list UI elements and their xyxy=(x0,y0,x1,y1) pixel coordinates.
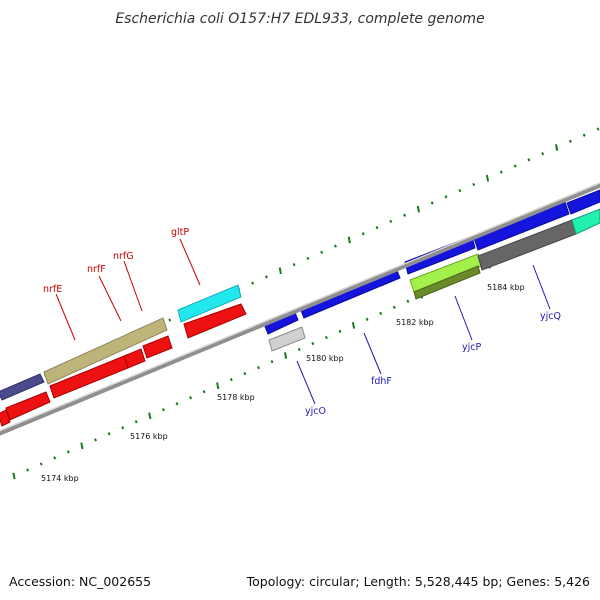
gene-arrow-red-left xyxy=(0,409,11,427)
inner-tick xyxy=(161,408,165,412)
accession-text: Accession: NC_002655 xyxy=(9,574,151,589)
outer-tick xyxy=(389,219,393,224)
inner-tick xyxy=(26,468,30,472)
gene-arrow-red-1 xyxy=(5,391,51,421)
outer-tick xyxy=(541,152,545,156)
gene-labels: nrfE nrfF nrfG gltP yjcO fdhF yjcP yjcQ xyxy=(43,227,561,417)
outer-tick xyxy=(168,318,172,322)
gene-bar-dark-olive xyxy=(413,265,481,300)
inner-tick xyxy=(39,462,43,466)
gene-label-yjcO: yjcO xyxy=(305,406,326,417)
outer-tick xyxy=(251,281,255,285)
outer-tick xyxy=(485,174,490,182)
gene-label-nrfE: nrfE xyxy=(43,284,62,295)
inner-tick xyxy=(229,377,233,382)
inner-tick xyxy=(53,456,57,460)
inner-tick xyxy=(80,442,84,450)
gene-bar-light-grey xyxy=(268,326,306,352)
gene-label-yjcQ: yjcQ xyxy=(540,311,561,322)
inner-tick xyxy=(406,299,410,303)
gene-arrow-red-4 xyxy=(142,335,173,359)
inner-tick xyxy=(297,347,301,352)
scale-label-5180: 5180 kbp xyxy=(306,354,344,363)
inner-tick xyxy=(257,365,260,370)
inner-tick xyxy=(175,402,179,406)
gene-bar-nrf-olive xyxy=(43,317,168,385)
inner-tick xyxy=(202,390,206,394)
outer-tick xyxy=(416,205,420,213)
outer-tick xyxy=(292,262,296,267)
outer-tick xyxy=(458,188,462,193)
gene-leader-lines xyxy=(55,238,551,405)
scale-label-5174: 5174 kbp xyxy=(41,474,79,483)
scale-label-5178: 5178 kbp xyxy=(217,393,255,402)
gene-label-nrfG: nrfG xyxy=(113,251,134,262)
inner-tick xyxy=(134,420,138,424)
gene-bar-blue-3 xyxy=(566,189,600,215)
outer-tick xyxy=(568,139,572,143)
inner-tick xyxy=(94,438,97,442)
inner-tick xyxy=(379,311,383,316)
outer-tick xyxy=(555,144,559,151)
outer-tick xyxy=(513,164,517,168)
inner-tick xyxy=(189,396,193,400)
outer-tick xyxy=(320,250,324,254)
outer-tick xyxy=(265,275,268,279)
gene-bar-teal xyxy=(571,208,600,235)
outer-tick xyxy=(596,127,600,131)
inner-tick xyxy=(351,322,356,329)
genome-backbone xyxy=(0,182,600,436)
gene-label-nrfF: nrfF xyxy=(87,264,106,275)
inner-tick xyxy=(107,432,111,436)
inner-tick xyxy=(392,305,396,309)
scale-labels: 5174 kbp 5176 kbp 5178 kbp 5180 kbp 5182… xyxy=(41,283,525,483)
inner-tick xyxy=(270,359,274,364)
gene-label-yjcP: yjcP xyxy=(462,342,481,353)
scale-label-5184: 5184 kbp xyxy=(487,283,525,292)
outer-tick xyxy=(472,182,476,187)
inner-tick xyxy=(338,329,342,334)
gene-bar-gltP-cyan xyxy=(177,284,242,323)
gene-arrow-red-5 xyxy=(183,303,247,339)
outer-tick xyxy=(527,158,531,162)
outer-tick xyxy=(334,244,337,248)
outer-tick xyxy=(430,201,434,205)
outer-tick xyxy=(361,232,365,236)
outer-tick xyxy=(582,133,586,137)
inner-tick xyxy=(66,450,70,454)
gene-bar-dark-purple xyxy=(0,373,45,401)
inner-tick xyxy=(284,352,288,359)
outer-tick xyxy=(375,225,379,230)
inner-tick xyxy=(311,341,315,346)
scale-label-5182: 5182 kbp xyxy=(396,318,434,327)
inner-tick xyxy=(243,371,247,376)
map-title: Escherichia coli O157:H7 EDL933, complet… xyxy=(115,11,484,27)
inner-tick xyxy=(216,382,220,390)
outer-tick xyxy=(347,236,351,244)
inner-tick xyxy=(324,335,328,340)
gene-arrow-red-3 xyxy=(123,348,146,369)
gene-label-gltP: gltP xyxy=(171,227,189,238)
outer-tick xyxy=(444,195,448,199)
inner-tick xyxy=(12,472,16,480)
inner-tick xyxy=(121,426,125,430)
outer-tick xyxy=(499,170,503,174)
inner-tick xyxy=(365,317,369,322)
outer-tick xyxy=(306,256,310,261)
genome-summary-text: Topology: circular; Length: 5,528,445 bp… xyxy=(246,574,590,589)
gene-label-fdhF: fdhF xyxy=(371,376,392,387)
inner-features xyxy=(268,208,600,352)
inner-tick xyxy=(148,412,152,420)
outer-tick xyxy=(403,213,407,217)
scale-label-5176: 5176 kbp xyxy=(130,432,168,441)
outer-tick xyxy=(278,267,282,275)
